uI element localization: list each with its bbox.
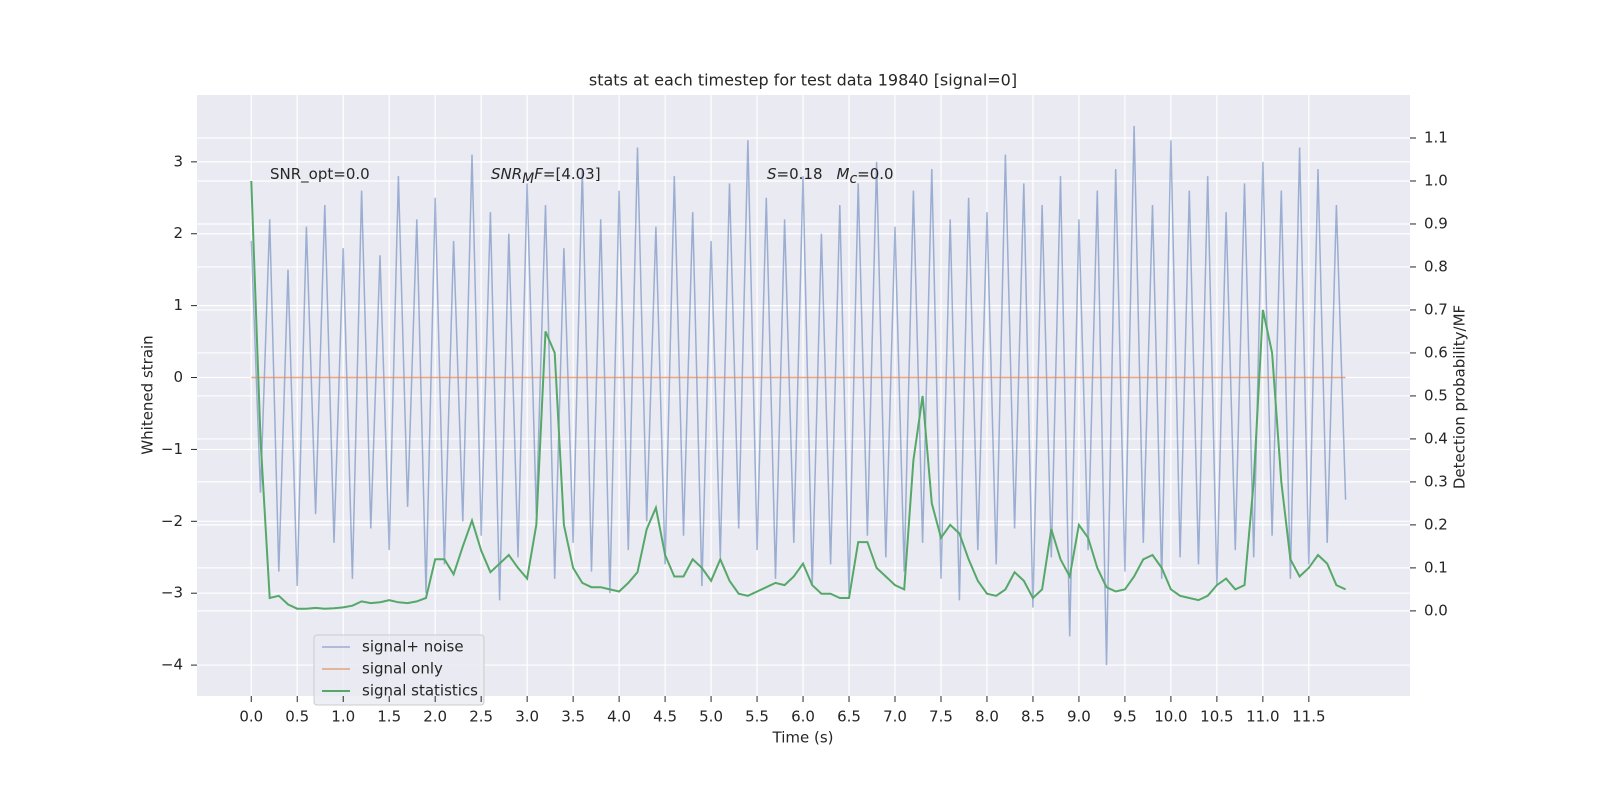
x-tick-label: 5.0 — [699, 708, 723, 726]
x-tick-label: 3.0 — [515, 708, 539, 726]
x-tick-label: 8.0 — [975, 708, 999, 726]
y2-tick-label: 0.6 — [1424, 343, 1448, 361]
x-tick-label: 4.0 — [607, 708, 631, 726]
y2-tick-label: 0.2 — [1424, 515, 1448, 533]
y-tick-label: −3 — [161, 584, 183, 602]
x-tick-label: 4.5 — [653, 708, 677, 726]
y-tick-label: −2 — [161, 512, 183, 530]
annotation-part: F — [534, 165, 543, 183]
annotation-part: M — [837, 165, 850, 183]
x-tick-label: 6.0 — [791, 708, 815, 726]
y2-tick-label: 0.4 — [1424, 429, 1448, 447]
x-tick-label: 5.5 — [745, 708, 769, 726]
annotation: S=0.18 Mc=0.0 — [767, 165, 894, 188]
y-tick-label: 1 — [173, 296, 183, 314]
x-tick-label: 1.5 — [377, 708, 401, 726]
y-tick-label: −1 — [161, 440, 183, 458]
x-tick-label: 2.5 — [469, 708, 493, 726]
x-tick-label: 7.0 — [883, 708, 907, 726]
x-tick-label: 0.0 — [239, 708, 263, 726]
x-tick-label: 3.5 — [561, 708, 585, 726]
annotation-part: SNR — [491, 165, 522, 183]
x-tick-label: 6.5 — [837, 708, 861, 726]
x-tick-label: 9.0 — [1067, 708, 1091, 726]
y2-tick-label: 1.1 — [1424, 128, 1448, 146]
chart-title: stats at each timestep for test data 198… — [589, 71, 1017, 90]
x-tick-label: 9.5 — [1113, 708, 1137, 726]
x-axis-label: Time (s) — [772, 729, 834, 747]
series-line — [250, 125, 1347, 666]
x-tick-label: 7.5 — [929, 708, 953, 726]
y2-tick-label: 0.5 — [1424, 386, 1448, 404]
annotation-part: M — [522, 171, 534, 187]
annotation-part: =0.0 — [857, 165, 893, 183]
y2-tick-label: 1.0 — [1424, 171, 1448, 189]
x-tick-label: 2.0 — [423, 708, 447, 726]
y-tick-label: 3 — [173, 152, 183, 170]
annotation: SNRMF=[4.03] — [491, 165, 601, 188]
legend-label: signal statistics — [362, 682, 478, 700]
y2-axis-label: Detection probability/MF — [1451, 305, 1469, 489]
series-line — [250, 180, 1347, 610]
x-tick-label: 10.0 — [1154, 708, 1187, 726]
annotation: SNR_opt=0.0 — [270, 165, 370, 184]
y2-tick-label: 0.1 — [1424, 558, 1448, 576]
y-tick-label: 2 — [173, 224, 183, 242]
x-tick-label: 0.5 — [285, 708, 309, 726]
x-tick-label: 11.0 — [1246, 708, 1279, 726]
legend-label: signal+ noise — [362, 638, 464, 656]
y-axis-label: Whitened strain — [139, 335, 157, 454]
x-tick-label: 1.0 — [331, 708, 355, 726]
annotation-part: c — [849, 171, 857, 187]
y2-tick-label: 0.8 — [1424, 257, 1448, 275]
y2-tick-label: 0.7 — [1424, 300, 1448, 318]
y-tick-label: −4 — [161, 656, 183, 674]
legend-box — [313, 634, 485, 706]
x-tick-label: 10.5 — [1200, 708, 1233, 726]
y2-tick-label: 0.3 — [1424, 472, 1448, 490]
y2-tick-label: 0.0 — [1424, 601, 1448, 619]
annotation-part: =[4.03] — [543, 165, 601, 183]
x-tick-label: 8.5 — [1021, 708, 1045, 726]
y-tick-label: 0 — [173, 368, 183, 386]
x-tick-label: 11.5 — [1292, 708, 1325, 726]
legend-label: signal only — [362, 660, 443, 678]
annotation-part: S — [767, 165, 777, 183]
annotation-part: =0.18 — [777, 165, 823, 183]
annotation-part: SNR_opt=0.0 — [270, 165, 370, 184]
y2-tick-label: 0.9 — [1424, 214, 1448, 232]
